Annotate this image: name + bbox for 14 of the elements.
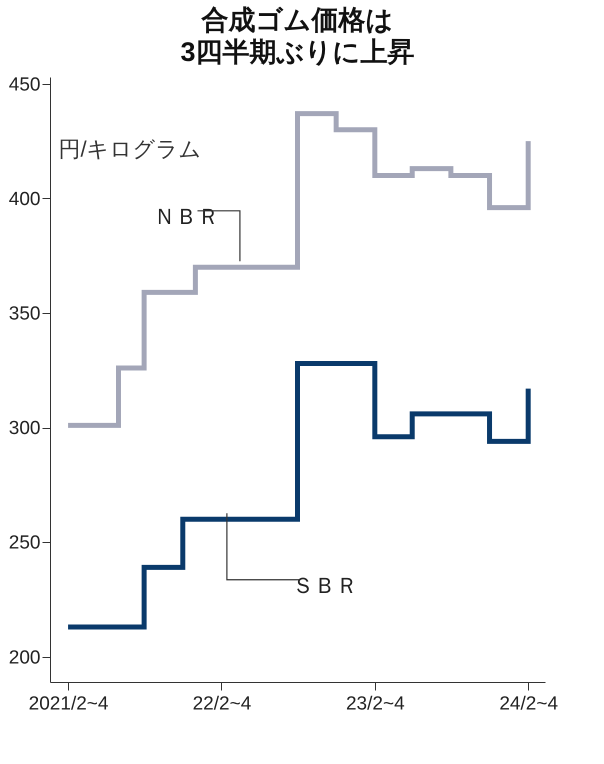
text: ＳＢＲ (292, 572, 358, 598)
x-tick-label: 24/2~4 (499, 694, 558, 714)
y-tick-label: 300 (8, 418, 40, 440)
series-label: ＮＢＲ (154, 204, 220, 229)
y-axis-title: 円/キログラム (58, 136, 202, 162)
y-tick-label: 200 (8, 647, 40, 668)
y-tick-label: 450 (8, 74, 40, 96)
y-tick-label: 350 (8, 304, 40, 325)
chart-title: 合成ゴム価格は 3四半期ぶりに上昇 (180, 4, 415, 67)
y-tick-label: 400 (8, 188, 40, 210)
y-tick-label: 250 (8, 532, 40, 554)
x-tick-label: 23/2~4 (346, 694, 406, 714)
x-tick-label: 22/2~4 (192, 694, 252, 714)
x-tick-label: 2021/2~4 (28, 694, 109, 714)
